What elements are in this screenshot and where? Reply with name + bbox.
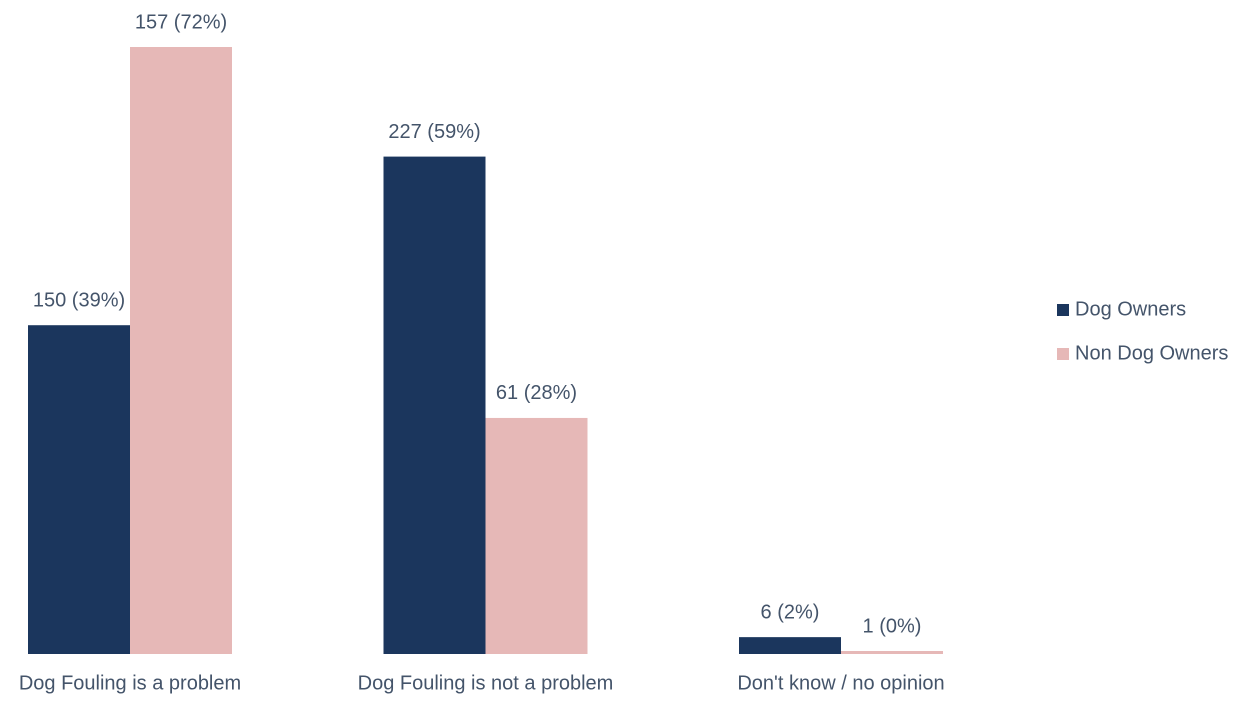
legend-swatch (1057, 304, 1069, 316)
value-label: 6 (2%) (761, 601, 820, 623)
bar (383, 156, 486, 654)
bar (28, 325, 130, 654)
x-tick-label: Dog Fouling is a problem (19, 672, 241, 694)
bar (841, 651, 943, 654)
legend-label: Non Dog Owners (1075, 342, 1228, 364)
bar (739, 637, 841, 654)
value-label: 1 (0%) (863, 615, 922, 637)
bar (130, 47, 232, 654)
value-label: 227 (59%) (388, 121, 480, 143)
legend-label: Dog Owners (1075, 298, 1186, 320)
value-label: 61 (28%) (496, 382, 577, 404)
value-label: 150 (39%) (33, 289, 125, 311)
legend-swatch (1057, 348, 1069, 360)
bar (485, 417, 588, 654)
x-tick-label: Dog Fouling is not a problem (358, 672, 614, 694)
value-label: 157 (72%) (135, 11, 227, 33)
x-tick-label: Don't know / no opinion (737, 672, 944, 694)
